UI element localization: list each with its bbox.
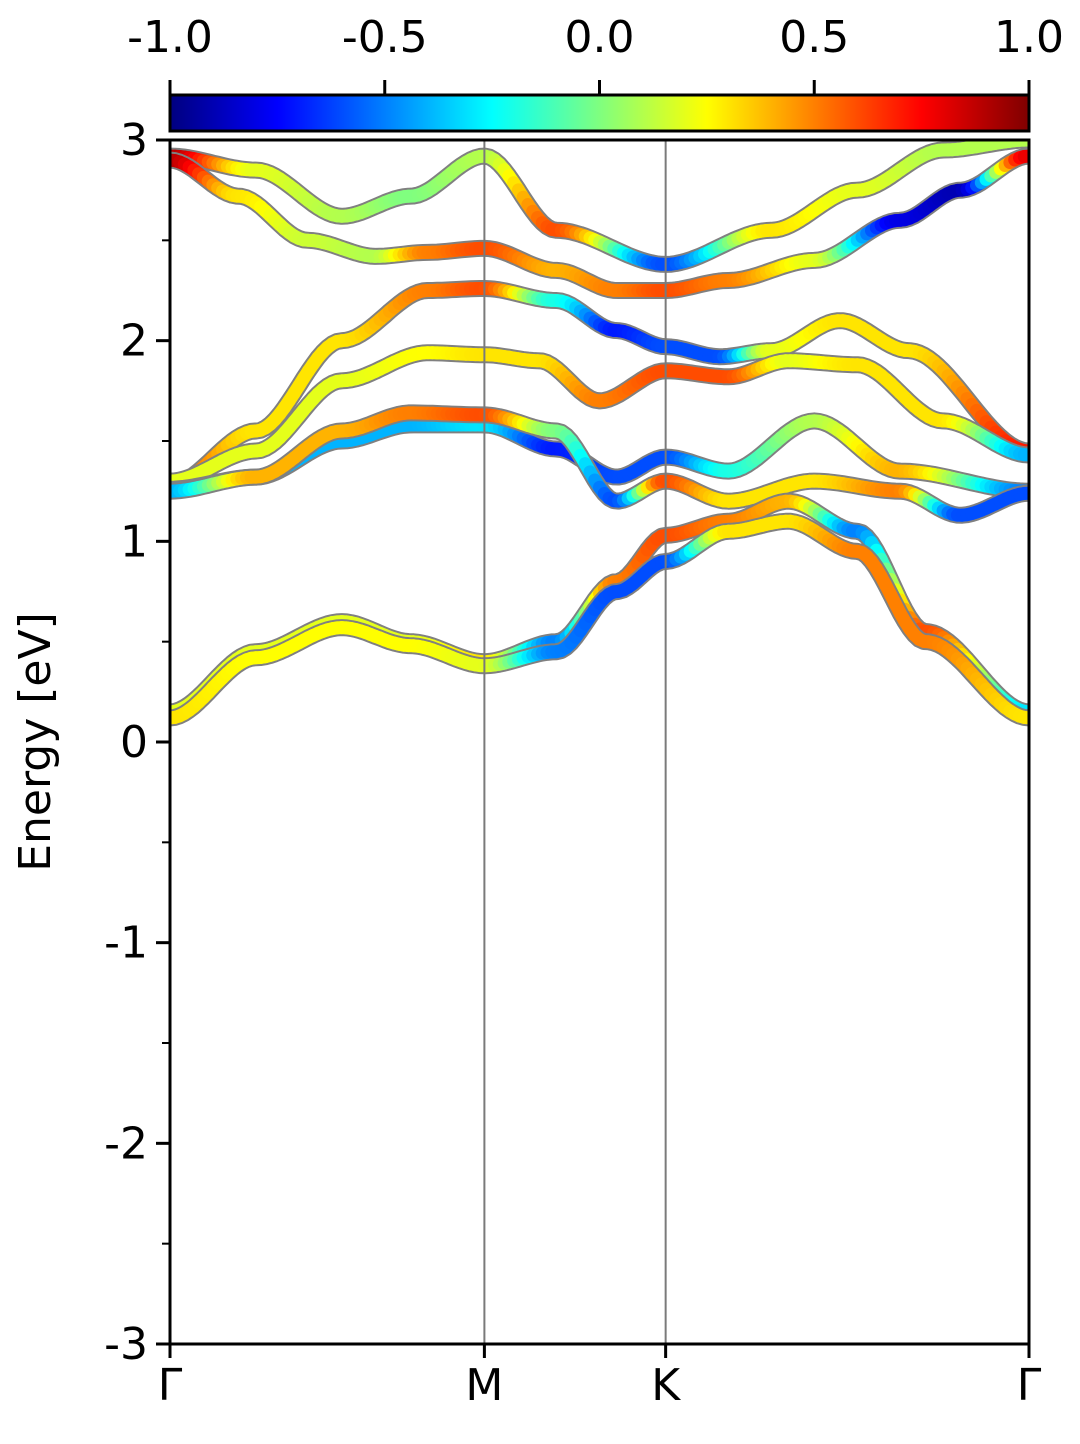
y-tick-label: 3 <box>120 115 148 166</box>
y-axis-ticks: -3 -2 -1 0 1 2 3 <box>104 115 170 1370</box>
colorbar-gradient <box>170 95 1029 131</box>
colorbar-tick-label: -1.0 <box>127 12 213 63</box>
band <box>170 521 1029 718</box>
colorbar: -1.0 -0.5 0.0 0.5 1.0 <box>127 12 1064 131</box>
y-tick-label: -2 <box>104 1118 148 1169</box>
plot-area: -3 -2 -1 0 1 2 3 Γ M K Γ Energy [eV] <box>10 115 1042 1411</box>
y-tick-label: 0 <box>120 717 148 768</box>
y-tick-label: -1 <box>104 918 148 969</box>
y-tick-label: -3 <box>104 1319 148 1370</box>
y-tick-label: 2 <box>120 316 148 367</box>
band-lines <box>170 140 1029 718</box>
x-tick-label: Γ <box>1017 1360 1042 1411</box>
y-axis-label: Energy [eV] <box>10 612 61 872</box>
colorbar-tick-label: -0.5 <box>342 12 428 63</box>
x-tick-label: K <box>651 1360 681 1411</box>
x-tick-label: Γ <box>158 1360 183 1411</box>
colorbar-tick-label: 1.0 <box>994 12 1064 63</box>
colorbar-ticks: -1.0 -0.5 0.0 0.5 1.0 <box>127 12 1064 95</box>
y-tick-label: 1 <box>120 516 148 567</box>
colorbar-tick-label: 0.0 <box>565 12 635 63</box>
colorbar-tick-label: 0.5 <box>779 12 849 63</box>
high-symmetry-lines <box>484 140 665 1344</box>
x-tick-label: M <box>465 1360 503 1411</box>
